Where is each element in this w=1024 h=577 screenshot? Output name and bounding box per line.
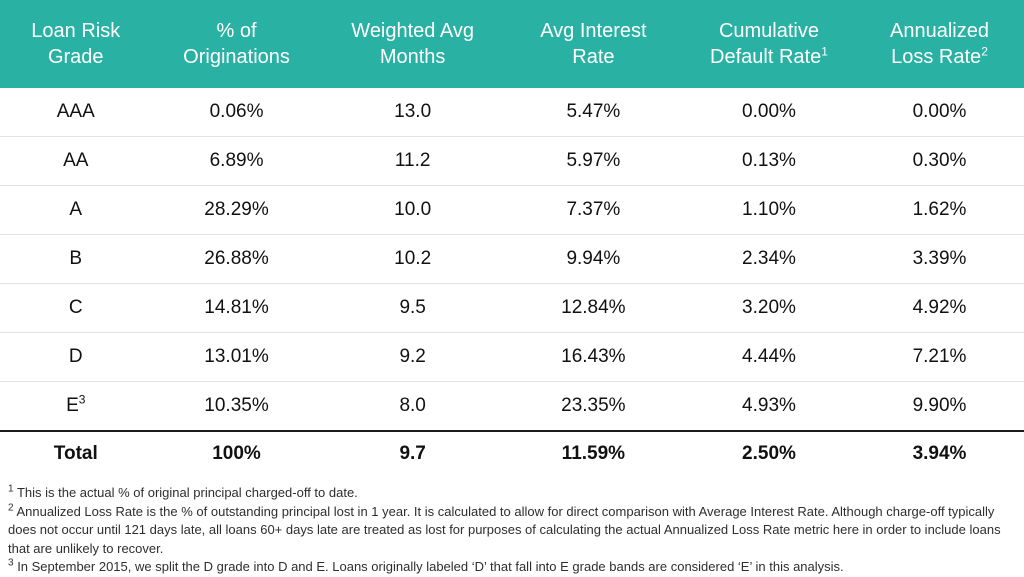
loan-risk-grade-table: Loan Risk Grade % of Originations Weight… — [0, 0, 1024, 476]
annualized-loss-rate-cell: 0.00% — [912, 101, 967, 122]
annualized-loss-rate-cell: 3.39% — [855, 234, 1024, 284]
table-header: Loan Risk Grade % of Originations Weight… — [0, 0, 1024, 88]
total-avg-interest-rate-cell: 11.59% — [503, 430, 683, 476]
footnote-ref: 1 — [821, 44, 828, 59]
cumulative-default-rate-cell: 3.20% — [682, 283, 855, 333]
footnote-1: 1 This is the actual % of original princ… — [8, 484, 1016, 503]
annualized-loss-rate-cell: 7.21% — [855, 332, 1024, 382]
grade-cell: AA — [0, 136, 152, 186]
footnote-marker: 3 — [8, 557, 14, 569]
table-row-d: D 13.01% 9.2 16.43% 4.44% 7.21% — [0, 332, 1024, 382]
header-line: Loss Rate2 — [891, 44, 988, 68]
cumulative-default-rate-cell: 4.93% — [682, 381, 855, 431]
col-header-weighted-avg-months: Weighted Avg Months — [321, 0, 504, 88]
footnote-ref: 3 — [78, 392, 86, 407]
col-header-cumulative-default-rate: Cumulative Default Rate1 — [682, 0, 855, 88]
grade-cell: A — [0, 185, 152, 235]
grade-cell: D — [0, 332, 152, 382]
header-line: Rate — [572, 46, 615, 68]
avg-interest-rate-cell: 7.37% — [503, 185, 683, 235]
table-row-aaa: AAA 0.06% 13.0 5.47% 0.00% 0.00% — [0, 88, 1024, 137]
footnotes: 1 This is the actual % of original princ… — [0, 476, 1024, 577]
grade-cell: AAA — [56, 101, 95, 122]
header-line: Months — [379, 46, 446, 68]
footnote-text: Annualized Loss Rate is the % of outstan… — [8, 503, 1001, 556]
footnote-2: 2 Annualized Loss Rate is the % of outst… — [8, 503, 1016, 559]
avg-interest-rate-cell: 9.94% — [503, 234, 683, 284]
grade-cell: B — [0, 234, 152, 284]
total-cumulative-default-rate-cell: 2.50% — [682, 430, 855, 476]
col-header-pct-originations: % of Originations — [151, 0, 322, 88]
weighted-avg-months-cell: 11.2 — [321, 136, 504, 186]
header-line: Cumulative — [718, 20, 819, 42]
cumulative-default-rate-cell: 0.00% — [742, 101, 796, 122]
avg-interest-rate-cell: 5.97% — [503, 136, 683, 186]
table-row-aa: AA 6.89% 11.2 5.97% 0.13% 0.30% — [0, 136, 1024, 186]
table-row-c: C 14.81% 9.5 12.84% 3.20% 4.92% — [0, 283, 1024, 333]
header-line: Weighted Avg — [351, 20, 474, 42]
col-header-avg-interest-rate: Avg Interest Rate — [503, 0, 683, 88]
total-weighted-avg-months-cell: 9.7 — [321, 430, 504, 476]
col-header-loan-risk-grade: Loan Risk Grade — [0, 0, 152, 88]
footnote-ref: 2 — [981, 44, 988, 59]
footnote-text: This is the actual % of original princip… — [16, 485, 358, 500]
cumulative-default-rate-cell: 1.10% — [682, 185, 855, 235]
footnote-marker: 1 — [8, 483, 14, 495]
pct-originations-cell: 0.06% — [209, 101, 264, 122]
header-line: Originations — [183, 46, 290, 68]
pct-originations-cell: 28.29% — [151, 185, 322, 235]
weighted-avg-months-cell: 9.2 — [321, 332, 504, 382]
header-line: Avg Interest — [540, 20, 647, 42]
table-row-e: E3 10.35% 8.0 23.35% 4.93% 9.90% — [0, 381, 1024, 431]
weighted-avg-months-cell: 8.0 — [321, 381, 504, 431]
header-line: Annualized — [890, 20, 989, 42]
total-row: Total 100% 9.7 11.59% 2.50% 3.94% — [0, 430, 1024, 476]
cumulative-default-rate-cell: 0.13% — [682, 136, 855, 186]
weighted-avg-months-cell: 10.0 — [321, 185, 504, 235]
cumulative-default-rate-cell: 4.44% — [682, 332, 855, 382]
cumulative-default-rate-cell: 2.34% — [682, 234, 855, 284]
avg-interest-rate-cell: 16.43% — [503, 332, 683, 382]
weighted-avg-months-cell: 13.0 — [394, 101, 432, 122]
table-body: AAA 0.06% 13.0 5.47% 0.00% 0.00% AA 6.89… — [0, 88, 1024, 476]
grade-cell: C — [0, 283, 152, 333]
header-line: Default Rate1 — [710, 44, 828, 68]
weighted-avg-months-cell: 9.5 — [321, 283, 504, 333]
total-label-cell: Total — [0, 430, 152, 476]
table-row-a: A 28.29% 10.0 7.37% 1.10% 1.62% — [0, 185, 1024, 235]
pct-originations-cell: 14.81% — [151, 283, 322, 333]
header-line: Loan Risk — [31, 20, 121, 42]
total-pct-originations-cell: 100% — [151, 430, 322, 476]
annualized-loss-rate-cell: 1.62% — [855, 185, 1024, 235]
pct-originations-cell: 10.35% — [151, 381, 322, 431]
header-row: Loan Risk Grade % of Originations Weight… — [0, 0, 1024, 88]
footnote-3: 3 In September 2015, we split the D grad… — [8, 558, 1016, 577]
weighted-avg-months-cell: 10.2 — [321, 234, 504, 284]
pct-originations-cell: 6.89% — [151, 136, 322, 186]
footnote-marker: 2 — [8, 502, 14, 514]
footnote-text: In September 2015, we split the D grade … — [17, 559, 844, 574]
annualized-loss-rate-cell: 4.92% — [855, 283, 1024, 333]
table-row-b: B 26.88% 10.2 9.94% 2.34% 3.39% — [0, 234, 1024, 284]
pct-originations-cell: 13.01% — [151, 332, 322, 382]
avg-interest-rate-cell: 23.35% — [503, 381, 683, 431]
col-header-annualized-loss-rate: Annualized Loss Rate2 — [855, 0, 1024, 88]
pct-originations-cell: 26.88% — [151, 234, 322, 284]
avg-interest-rate-cell: 12.84% — [503, 283, 683, 333]
grade-cell: E3 — [0, 381, 152, 431]
header-line: % of — [216, 20, 257, 42]
avg-interest-rate-cell: 5.47% — [566, 101, 621, 122]
header-line: Grade — [47, 46, 104, 68]
annualized-loss-rate-cell: 9.90% — [855, 381, 1024, 431]
total-annualized-loss-rate-cell: 3.94% — [855, 430, 1024, 476]
annualized-loss-rate-cell: 0.30% — [855, 136, 1024, 186]
